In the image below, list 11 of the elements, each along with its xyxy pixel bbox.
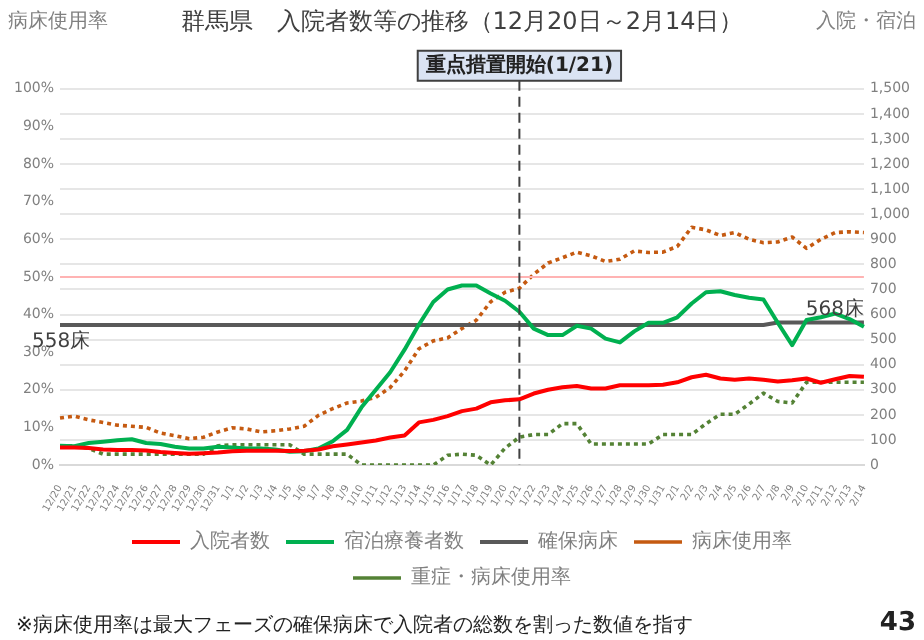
y2-axis-title: 入院・宿泊 <box>816 9 916 34</box>
legend-label: 確保病床 <box>536 529 618 554</box>
legend-label: 宿泊療養者数 <box>344 529 464 554</box>
legend-label: 病床使用率 <box>692 529 792 554</box>
ref-line-label: 重点措置開始(1/21) <box>423 52 614 77</box>
chart-title: 群馬県 入院者数等の推移（12月20日～2月14日） <box>180 6 744 35</box>
text: ※病床使用率は最大フェーズの確保病床で入院者の総数を割った数値を指す <box>16 613 693 638</box>
text: 43 <box>879 607 916 638</box>
legend-label: 重症・病床使用率 <box>411 565 571 590</box>
legend-label: 入院者数 <box>190 529 270 554</box>
y-axis-title: 病床使用率 <box>8 9 108 34</box>
